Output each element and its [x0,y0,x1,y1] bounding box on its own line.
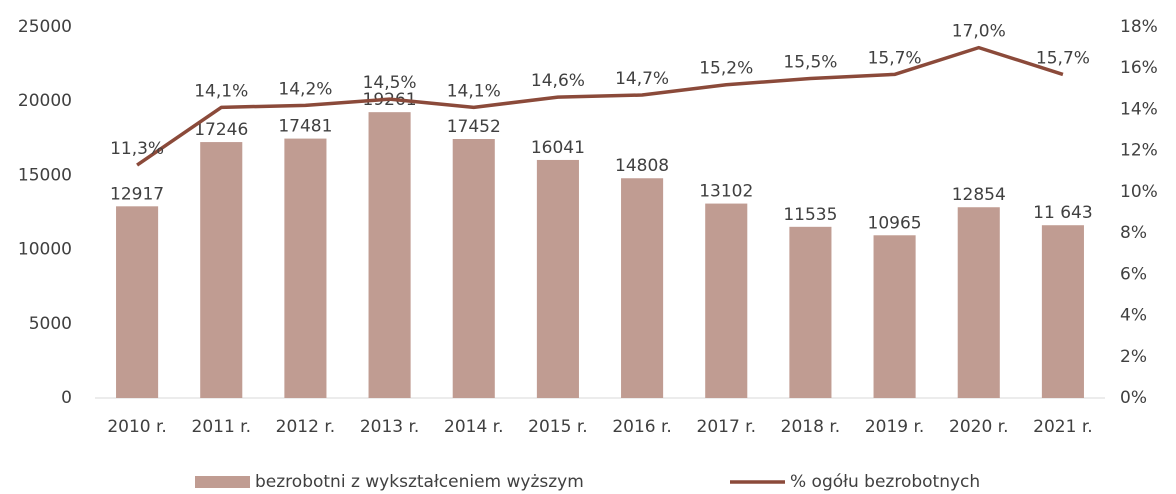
line-value-label: 14,5% [363,73,417,93]
line-value-label: 14,7% [615,69,669,89]
bar-value-label: 16041 [531,138,585,158]
bar-value-label: 11535 [783,205,837,225]
line-value-label: 14,2% [278,79,332,99]
y-tick-label: 0 [61,388,72,408]
y2-tick-label: 8% [1120,223,1147,243]
bar [957,207,1000,398]
bar [621,178,664,398]
line-value-label: 17,0% [952,22,1006,42]
x-tick-label: 2020 r. [949,417,1009,437]
x-tick-label: 2012 r. [276,417,336,437]
x-tick-label: 2013 r. [360,417,420,437]
y-tick-label: 25000 [18,17,72,37]
line-value-label: 14,1% [447,81,501,101]
x-tick-label: 2016 r. [612,417,672,437]
y-tick-label: 10000 [18,240,72,260]
y2-tick-label: 10% [1120,182,1158,202]
x-tick-label: 2018 r. [781,417,841,437]
y2-tick-label: 18% [1120,17,1158,37]
bar [1041,225,1084,398]
bar [705,203,748,398]
bar-value-label: 12854 [952,185,1006,205]
y2-tick-label: 2% [1120,347,1147,367]
legend-swatch [195,476,250,488]
y2-tick-label: 4% [1120,306,1147,326]
x-tick-label: 2014 r. [444,417,504,437]
y2-tick-label: 12% [1120,141,1158,161]
line-value-label: 11,3% [110,139,164,159]
bar-value-label: 17246 [194,120,248,140]
bar-value-label: 17452 [447,117,501,137]
legend-label: bezrobotni z wykształceniem wyższym [255,472,584,492]
bar-value-label: 12917 [110,184,164,204]
bar [452,139,495,398]
bar [536,159,579,398]
bar-value-label: 17481 [278,117,332,137]
line-value-label: 15,7% [1036,48,1090,68]
line-value-label: 15,7% [868,48,922,68]
x-tick-label: 2011 r. [192,417,252,437]
bar-value-label: 13102 [699,182,753,202]
line [136,45,1064,167]
x-tick-label: 2021 r. [1033,417,1093,437]
bar [116,206,159,398]
x-tick-label: 2015 r. [528,417,588,437]
bar [873,235,916,398]
bar [284,138,327,398]
y-tick-label: 15000 [18,165,72,185]
bar [200,142,243,398]
y2-tick-label: 16% [1120,58,1158,78]
bar [789,226,832,398]
x-tick-label: 2019 r. [865,417,925,437]
bar-value-label: 14808 [615,156,669,176]
y2-tick-label: 6% [1120,264,1147,284]
bar-value-label: 10965 [868,213,922,233]
line-value-label: 14,6% [531,71,585,91]
line-value-label: 15,5% [783,53,837,73]
y2-tick-label: 0% [1120,388,1147,408]
y-tick-label: 5000 [29,314,72,334]
legend-label: % ogółu bezrobotnych [790,472,980,492]
bar-value-label: 11 643 [1033,203,1092,223]
line-value-label: 14,1% [194,81,248,101]
x-tick-label: 2017 r. [697,417,757,437]
bar [368,112,411,399]
x-tick-label: 2010 r. [107,417,167,437]
y2-tick-label: 14% [1120,99,1158,119]
y-tick-label: 20000 [18,91,72,111]
line-value-label: 15,2% [699,59,753,79]
